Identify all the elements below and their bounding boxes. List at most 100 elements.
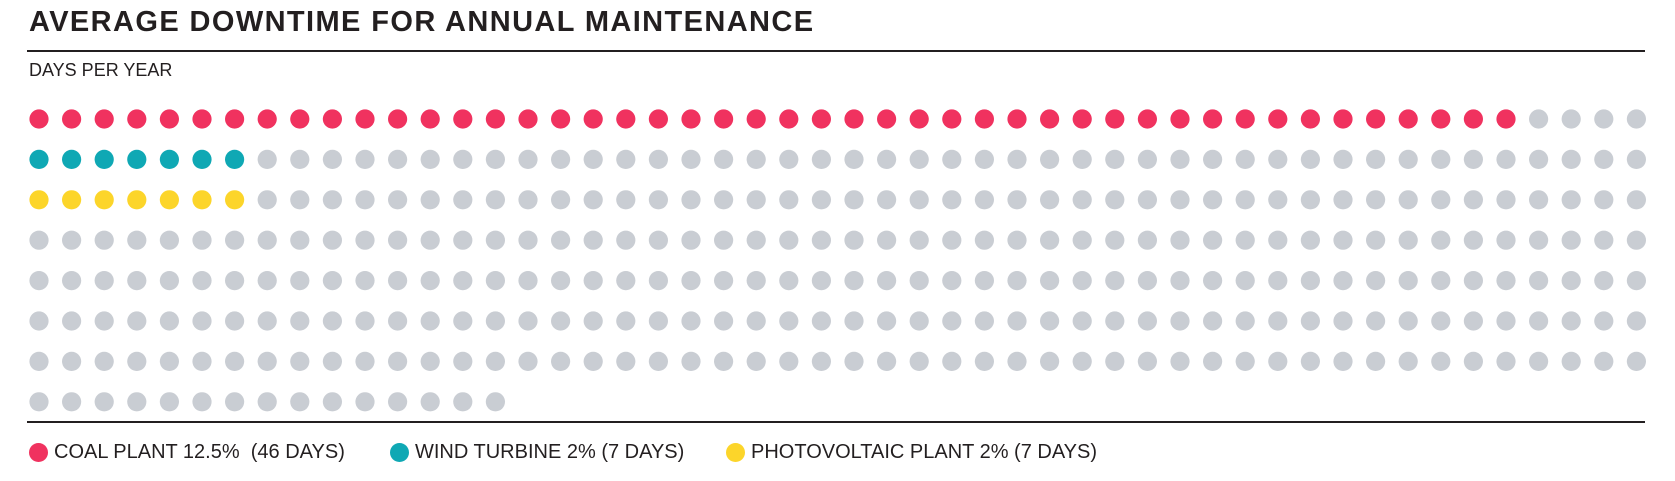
- day-dot-empty: [159, 271, 179, 291]
- legend-item-coal-plant: COAL PLANT 12.5% (46 DAYS): [29, 441, 345, 464]
- day-dot-empty: [29, 230, 49, 250]
- day-dot-coal-plant: [877, 109, 897, 129]
- day-dot-empty: [616, 351, 636, 371]
- day-dot-empty: [648, 149, 669, 169]
- day-dot-empty: [485, 149, 505, 169]
- day-dot-empty: [974, 149, 995, 169]
- day-dot-empty: [127, 230, 147, 250]
- day-dot-empty: [1203, 311, 1223, 331]
- day-dot-empty: [1366, 230, 1386, 250]
- legend-divider: [27, 421, 1645, 423]
- day-dot-empty: [322, 271, 342, 291]
- day-dot-empty: [942, 351, 962, 371]
- day-dot-empty: [1431, 230, 1451, 250]
- day-dot-empty: [1561, 230, 1581, 250]
- day-dot-empty: [225, 392, 245, 412]
- day-dot-empty: [225, 311, 245, 331]
- day-dot-empty: [1333, 351, 1353, 371]
- day-dot-empty: [648, 190, 669, 210]
- day-dot-empty: [1268, 190, 1288, 210]
- day-dot-empty: [290, 271, 310, 291]
- day-dot-coal-plant: [616, 109, 636, 129]
- day-dot-photovoltaic-plant: [29, 190, 49, 210]
- legend-dot-photovoltaic-plant: [726, 443, 745, 462]
- legend-label-coal-plant: COAL PLANT 12.5% (46 DAYS): [54, 441, 345, 463]
- day-dot-empty: [909, 271, 929, 291]
- day-dot-empty: [681, 230, 701, 250]
- day-dot-coal-plant: [355, 109, 375, 129]
- day-dot-empty: [94, 230, 114, 250]
- day-dot-empty: [1072, 271, 1092, 291]
- legend-dot-coal-plant: [29, 443, 48, 462]
- day-dot-empty: [714, 311, 734, 331]
- day-dot-empty: [942, 190, 962, 210]
- day-dot-coal-plant: [453, 109, 473, 129]
- chart-subtitle: DAYS PER YEAR: [29, 60, 173, 80]
- day-dot-empty: [29, 351, 49, 371]
- day-dot-empty: [974, 271, 995, 291]
- day-dot-empty: [1529, 109, 1549, 129]
- day-dot-coal-plant: [420, 109, 440, 129]
- day-dot-empty: [29, 392, 49, 412]
- day-dot-coal-plant: [811, 109, 832, 129]
- day-dot-empty: [1268, 351, 1288, 371]
- day-dot-empty: [1235, 230, 1255, 250]
- day-dot-empty: [290, 190, 310, 210]
- day-dot-empty: [1431, 190, 1451, 210]
- day-dot-empty: [159, 351, 179, 371]
- day-dot-empty: [1268, 149, 1288, 169]
- day-dot-empty: [616, 271, 636, 291]
- day-dot-empty: [159, 311, 179, 331]
- day-dot-empty: [583, 311, 603, 331]
- day-dot-wind-turbine: [225, 149, 245, 169]
- day-dot-empty: [1496, 149, 1516, 169]
- day-dot-empty: [811, 149, 832, 169]
- day-dot-empty: [714, 351, 734, 371]
- day-dot-empty: [1529, 149, 1549, 169]
- day-dot-empty: [485, 351, 505, 371]
- legend-label-wind-turbine: WIND TURBINE 2% (7 DAYS): [415, 441, 685, 463]
- day-dot-empty: [322, 392, 342, 412]
- day-dot-empty: [29, 311, 49, 331]
- day-dot-empty: [1072, 149, 1092, 169]
- day-dot-empty: [192, 230, 212, 250]
- day-dot-empty: [257, 149, 277, 169]
- day-dot-empty: [811, 190, 832, 210]
- day-dot-empty: [1105, 149, 1125, 169]
- day-dot-empty: [485, 190, 505, 210]
- day-dot-empty: [714, 230, 734, 250]
- day-dot-coal-plant: [1072, 109, 1092, 129]
- day-dot-empty: [62, 351, 82, 371]
- day-dot-empty: [322, 230, 342, 250]
- day-dot-empty: [616, 230, 636, 250]
- day-dot-empty: [62, 230, 82, 250]
- day-dot-empty: [1300, 190, 1320, 210]
- day-dot-empty: [1040, 271, 1060, 291]
- day-dot-empty: [1529, 230, 1549, 250]
- day-dot-empty: [1105, 351, 1125, 371]
- day-dot-empty: [453, 149, 473, 169]
- day-dot-empty: [1626, 230, 1646, 250]
- day-dot-coal-plant: [746, 109, 766, 129]
- day-dot-empty: [583, 230, 603, 250]
- day-dot-empty: [1300, 351, 1320, 371]
- day-dot-empty: [648, 311, 669, 331]
- day-dot-empty: [1431, 351, 1451, 371]
- day-dot-empty: [1235, 351, 1255, 371]
- day-dot-empty: [94, 311, 114, 331]
- day-dot-empty: [551, 351, 571, 371]
- day-dot-empty: [290, 230, 310, 250]
- day-dot-empty: [714, 190, 734, 210]
- day-dot-photovoltaic-plant: [192, 190, 212, 210]
- day-dot-coal-plant: [1463, 109, 1483, 129]
- legend-label-photovoltaic-plant: PHOTOVOLTAIC PLANT 2% (7 DAYS): [751, 441, 1098, 463]
- day-dot-empty: [1529, 311, 1549, 331]
- day-dot-empty: [62, 311, 82, 331]
- day-dot-empty: [388, 392, 408, 412]
- day-dot-coal-plant: [583, 109, 603, 129]
- day-dot-empty: [1398, 271, 1418, 291]
- day-dot-empty: [1561, 190, 1581, 210]
- day-dot-empty: [1137, 271, 1157, 291]
- day-dot-empty: [127, 271, 147, 291]
- day-dot-empty: [1007, 230, 1027, 250]
